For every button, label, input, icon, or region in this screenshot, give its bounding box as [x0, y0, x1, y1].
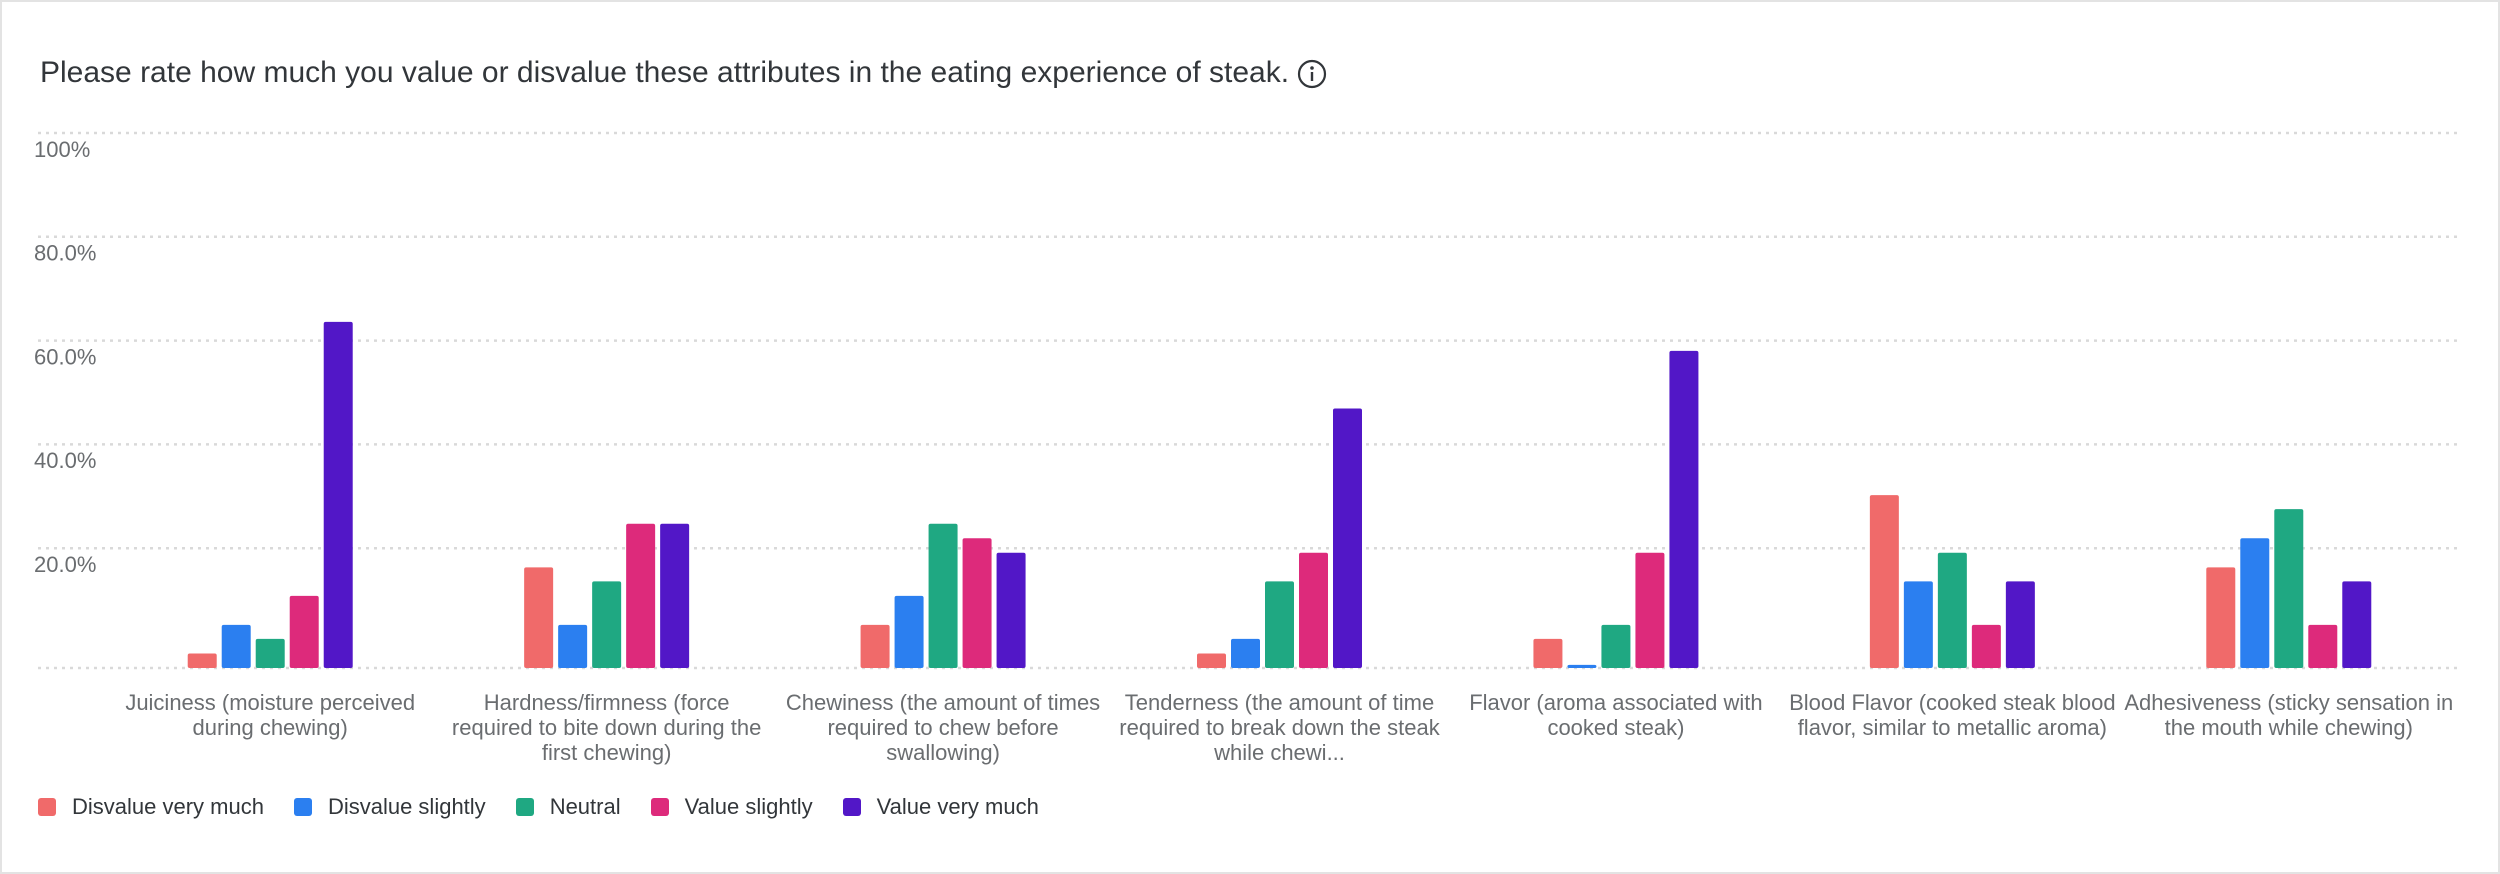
- bar: [1937, 552, 1967, 668]
- legend-item: Disvalue very much: [38, 794, 264, 820]
- legend-label: Neutral: [549, 794, 621, 819]
- legend-swatch: [38, 798, 56, 816]
- x-tick-label: Flavor (aroma associated with cooked ste…: [1469, 690, 1763, 740]
- legend: Disvalue very much Disvalue slightly Neutr…: [38, 794, 1039, 820]
- legend-swatch: [515, 798, 534, 816]
- bar: [558, 624, 588, 668]
- x-tick-label: Adhesiveness (sticky sensation in the mo…: [2124, 690, 2454, 740]
- x-tick-label: Juiciness (moisture perceived during che…: [125, 690, 416, 740]
- chart-title: Please rate how much you value or disval…: [40, 56, 1289, 89]
- bar: [996, 552, 1026, 668]
- legend-label: Value very much: [876, 794, 1039, 819]
- bar: [1669, 350, 1699, 668]
- y-tick-label: 100%: [34, 137, 90, 162]
- bar: [1869, 495, 1899, 668]
- bar: [962, 538, 992, 668]
- bar: [221, 624, 251, 668]
- y-tick-label: 80.0%: [34, 241, 96, 266]
- bar: [894, 595, 924, 668]
- bar: [2240, 538, 2270, 668]
- x-tick-label: Hardness/firmness (force required to bit…: [451, 690, 762, 765]
- bar: [2206, 567, 2236, 668]
- legend-swatch: [650, 798, 669, 816]
- bar: [289, 595, 319, 668]
- x-tick-label: Blood Flavor (cooked steak blood flavor,…: [1789, 690, 2116, 740]
- bar: [2308, 624, 2338, 668]
- y-tick-label: 20.0%: [34, 552, 96, 577]
- legend-item: Value very much: [842, 794, 1039, 820]
- legend-item: Neutral: [515, 794, 621, 820]
- bar: [626, 523, 656, 668]
- info-icon[interactable]: [1297, 59, 1327, 89]
- legend-label: Disvalue slightly: [327, 794, 486, 819]
- bar: [1601, 624, 1631, 668]
- bar: [1299, 552, 1328, 668]
- legend-label: Disvalue very much: [72, 794, 264, 819]
- bar: [524, 567, 554, 668]
- legend-swatch: [293, 798, 312, 816]
- bar: [2342, 581, 2372, 668]
- bar: [1903, 581, 1933, 668]
- y-tick-label: 60.0%: [34, 344, 96, 369]
- x-tick-label: Tenderness (the amount of time required …: [1119, 690, 1440, 765]
- legend-item: Value slightly: [650, 794, 813, 820]
- bar: [1971, 624, 2001, 668]
- bar: [255, 638, 285, 668]
- bar: [1635, 552, 1665, 668]
- bar: [1567, 664, 1597, 668]
- bar: [660, 523, 690, 668]
- bar: [860, 624, 890, 668]
- bar: [323, 321, 353, 668]
- bar: [2274, 509, 2304, 668]
- bar: [1231, 638, 1260, 668]
- bar: [187, 653, 217, 668]
- bar: [592, 581, 622, 668]
- bar: [928, 523, 958, 668]
- bar: [1533, 638, 1563, 668]
- y-tick-label: 40.0%: [34, 448, 96, 473]
- bar: [2005, 581, 2035, 668]
- bar: [1333, 408, 1362, 668]
- bar: [1197, 653, 1226, 668]
- legend-item: Disvalue slightly: [293, 794, 486, 820]
- legend-label: Value slightly: [684, 794, 813, 819]
- bar: [1265, 581, 1294, 668]
- x-tick-label: Chewiness (the amount of times required …: [785, 690, 1101, 765]
- legend-swatch: [842, 798, 861, 816]
